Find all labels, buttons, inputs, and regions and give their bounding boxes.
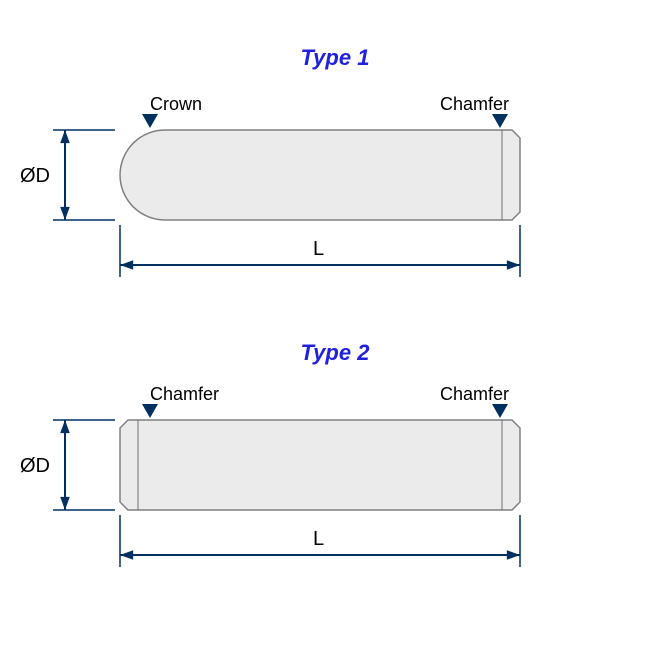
chamfer-right-label: Chamfer — [440, 94, 509, 114]
technical-drawing: Type 1 Crown Chamfer ØD L Type 2 Chamfer Chamfe… — [0, 0, 670, 670]
chamfer-right-label: Chamfer — [440, 384, 509, 404]
crown-label: Crown — [150, 94, 202, 114]
type2-title: Type 2 — [301, 340, 371, 365]
diameter-label: ØD — [20, 455, 50, 477]
type1-title: Type 1 — [301, 45, 370, 70]
chamfer-left-label: Chamfer — [150, 384, 219, 404]
length-label: L — [313, 528, 324, 550]
diameter-label: ØD — [20, 165, 50, 187]
length-label: L — [313, 238, 324, 260]
